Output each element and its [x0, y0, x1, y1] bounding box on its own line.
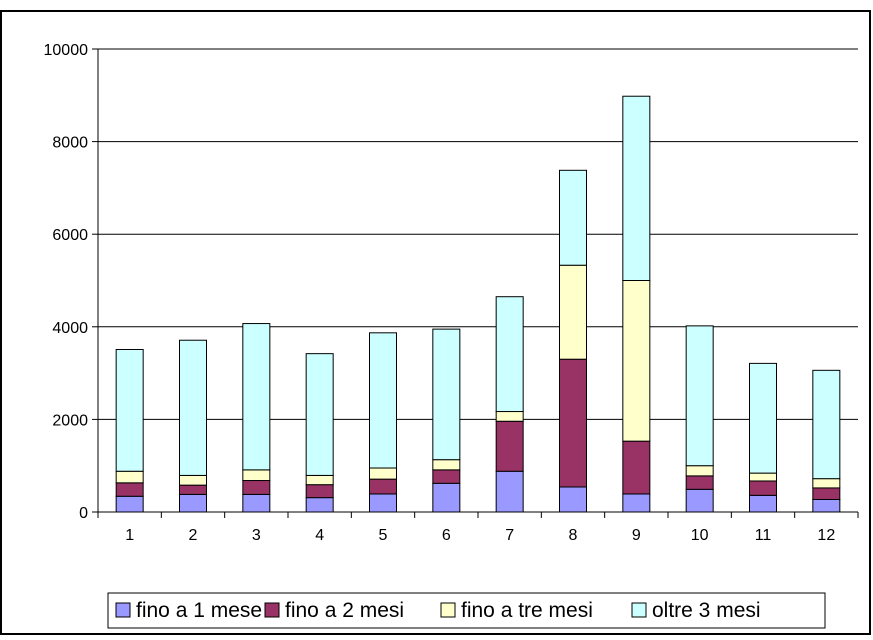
bar-segment-2 [242, 480, 271, 495]
legend-label: fino a 1 mese [136, 599, 262, 622]
x-tick-label: 8 [569, 527, 578, 544]
bar-segment-4 [495, 296, 524, 413]
x-tick-label: 9 [632, 527, 641, 544]
bar-segment-2 [622, 440, 651, 495]
y-tick-label: 4000 [52, 320, 88, 337]
bar-segment-1 [115, 495, 144, 513]
y-tick-label: 6000 [52, 227, 88, 244]
legend-label: fino a 2 mesi [285, 599, 404, 622]
x-tick-label: 11 [755, 527, 772, 544]
legend-label: fino a tre mesi [461, 599, 593, 622]
bar-segment-4 [812, 369, 841, 480]
bar-segment-2 [369, 478, 397, 495]
bar-segment-3 [495, 411, 524, 422]
x-tick-label: 5 [379, 527, 388, 544]
x-tick-label: 4 [315, 527, 324, 544]
axes [92, 48, 859, 518]
bar-segment-3 [559, 264, 587, 360]
bar-segment-4 [179, 339, 207, 476]
bar-segment-3 [685, 465, 714, 477]
x-tick-label: 3 [252, 527, 261, 544]
bar-segment-2 [179, 484, 207, 495]
x-tick-label: 1 [125, 527, 134, 544]
bar-segment-4 [305, 353, 334, 476]
bar-segment-1 [559, 486, 587, 513]
bar-segment-2 [749, 480, 777, 496]
bar-segment-1 [242, 493, 271, 513]
bar-segment-4 [559, 169, 587, 266]
y-tick-label: 8000 [52, 135, 88, 152]
bar-segment-3 [432, 459, 461, 471]
bar-segment-2 [559, 358, 587, 488]
bar-segment-2 [495, 420, 524, 472]
bar-segment-3 [179, 474, 207, 486]
x-tick-label: 2 [189, 527, 198, 544]
x-tick-label: 10 [691, 527, 709, 544]
bars [115, 95, 841, 513]
y-tick-label: 10000 [44, 42, 89, 59]
bar-segment-1 [179, 493, 207, 513]
legend-swatch [440, 602, 456, 618]
x-tick-label: 7 [505, 527, 514, 544]
bar-segment-3 [812, 478, 841, 489]
bar-segment-4 [115, 348, 144, 472]
gridlines [98, 48, 858, 420]
bar-segment-3 [305, 474, 334, 486]
bar-segment-3 [115, 470, 144, 484]
bar-segment-4 [622, 95, 651, 281]
bar-segment-1 [812, 498, 841, 513]
bar-segment-1 [369, 493, 397, 513]
legend-label: oltre 3 mesi [652, 599, 761, 622]
bar-segment-3 [749, 472, 777, 482]
chart-frame [0, 10, 871, 635]
legend-box [107, 592, 826, 629]
bar-segment-2 [115, 482, 144, 497]
y-tick-label: 2000 [52, 412, 88, 429]
bar-segment-2 [685, 475, 714, 490]
bar-segment-1 [622, 493, 651, 513]
bar-segment-1 [305, 497, 334, 513]
bar-segment-4 [369, 332, 397, 469]
legend-swatch [631, 602, 647, 618]
legend: fino a 1 mese fino a 2 mesi fino a tre mes… [107, 592, 826, 629]
bar-segment-1 [749, 494, 777, 513]
bar-segment-3 [242, 469, 271, 482]
y-tick-label: 0 [79, 505, 88, 522]
bar-segment-4 [685, 325, 714, 467]
bar-segment-2 [305, 484, 334, 499]
bar-segment-2 [432, 469, 461, 484]
legend-swatch [264, 602, 280, 618]
bar-segment-1 [432, 482, 461, 513]
bar-segment-2 [812, 487, 841, 500]
bar-segment-3 [369, 467, 397, 480]
bar-segment-4 [242, 323, 271, 471]
bar-segment-1 [685, 488, 714, 513]
bar-segment-4 [749, 362, 777, 474]
bar-segment-4 [432, 328, 461, 461]
bar-segment-1 [495, 470, 524, 513]
legend-swatch [115, 602, 131, 618]
bar-segment-3 [622, 280, 651, 442]
x-tick-label: 6 [442, 527, 451, 544]
x-tick-label: 12 [817, 527, 835, 544]
